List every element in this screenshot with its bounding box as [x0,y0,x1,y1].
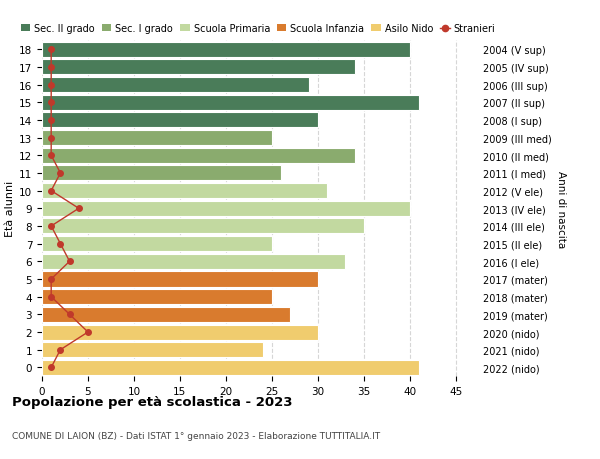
Bar [42,202,410,216]
Bar [42,342,263,358]
Bar [42,219,364,234]
Bar [42,237,272,252]
Bar [42,78,308,93]
Bar [42,166,281,181]
Y-axis label: Età alunni: Età alunni [5,181,15,237]
Bar [42,272,318,287]
Bar [42,113,318,128]
Bar [42,307,290,322]
Bar [42,43,410,58]
Bar [42,95,419,111]
Y-axis label: Anni di nascita: Anni di nascita [556,170,566,247]
Bar [42,325,318,340]
Bar [42,290,272,304]
Legend: Sec. II grado, Sec. I grado, Scuola Primaria, Scuola Infanzia, Asilo Nido, Stran: Sec. II grado, Sec. I grado, Scuola Prim… [17,20,499,38]
Bar [42,184,327,199]
Text: Popolazione per età scolastica - 2023: Popolazione per età scolastica - 2023 [12,395,293,408]
Bar [42,60,355,75]
Bar [42,360,419,375]
Bar [42,131,272,146]
Text: COMUNE DI LAION (BZ) - Dati ISTAT 1° gennaio 2023 - Elaborazione TUTTITALIA.IT: COMUNE DI LAION (BZ) - Dati ISTAT 1° gen… [12,431,380,441]
Bar [42,254,346,269]
Bar [42,148,355,163]
